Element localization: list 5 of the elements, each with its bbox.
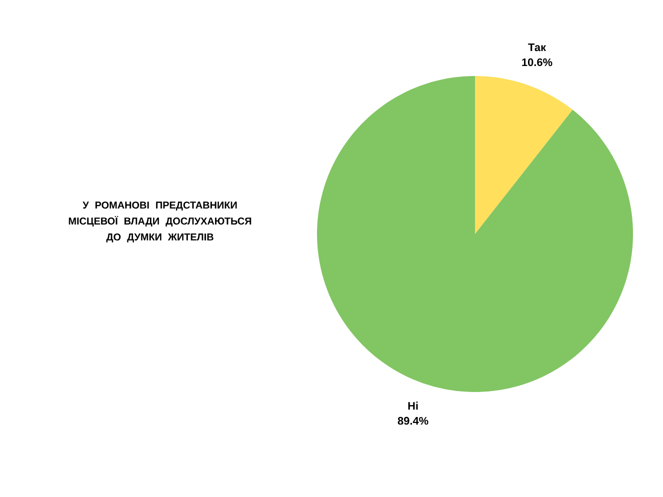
data-label: 10.6% <box>522 58 552 66</box>
slice-label: Ні <box>408 402 418 410</box>
slice-label: Так <box>528 44 546 52</box>
text: У РОМАНОВІ ПРЕДСТАВНИКИ МІСЦЕВОЇ ВЛАДИ ДОСЛУХАЮТЬСЯ ДО ДУМКИ ЖИТЕЛІВ <box>68 202 252 242</box>
data-label: 89.4% <box>398 416 428 425</box>
